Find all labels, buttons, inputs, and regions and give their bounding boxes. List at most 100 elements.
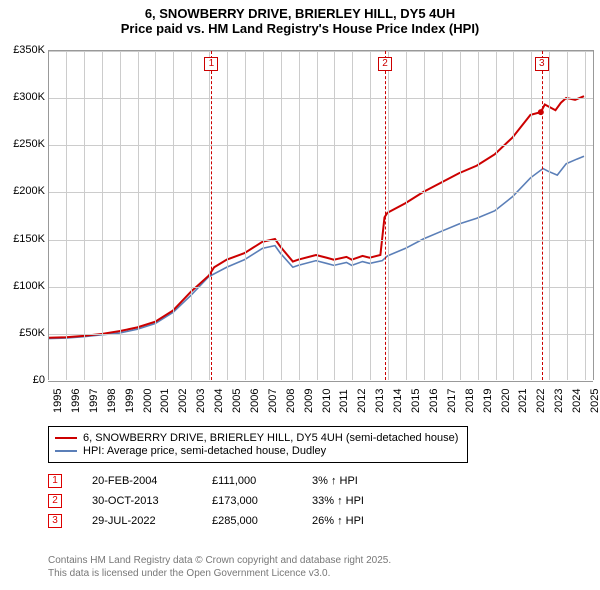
x-axis-label: 2023: [553, 389, 565, 413]
chart-footer: Contains HM Land Registry data © Crown c…: [48, 554, 391, 580]
chart-area: 123 £0£50K£100K£150K£200K£250K£300K£350K…: [0, 50, 600, 420]
gridline-h: [48, 145, 593, 146]
x-axis-label: 2024: [571, 389, 583, 413]
x-axis-label: 2025: [589, 389, 600, 413]
transaction-pct: 3% ↑ HPI: [312, 475, 402, 487]
gridline-h: [48, 240, 593, 241]
y-axis-line: [48, 51, 49, 380]
x-axis-label: 1997: [88, 389, 100, 413]
gridline-v: [370, 51, 371, 380]
gridline-v: [388, 51, 389, 380]
plot-area: 123: [48, 50, 594, 380]
gridline-v: [173, 51, 174, 380]
gridline-v: [227, 51, 228, 380]
x-axis-label: 2012: [356, 389, 368, 413]
x-axis-label: 2000: [142, 389, 154, 413]
gridline-v: [263, 51, 264, 380]
transaction-date: 20-FEB-2004: [92, 475, 182, 487]
y-axis-label: £0: [33, 374, 45, 386]
chart-legend: 6, SNOWBERRY DRIVE, BRIERLEY HILL, DY5 4…: [48, 426, 468, 463]
gridline-v: [549, 51, 550, 380]
x-axis-label: 2004: [213, 389, 225, 413]
gridline-v: [155, 51, 156, 380]
gridline-v: [281, 51, 282, 380]
legend-row: HPI: Average price, semi-detached house,…: [55, 445, 461, 457]
y-axis-label: £300K: [13, 91, 45, 103]
gridline-v: [513, 51, 514, 380]
legend-swatch: [55, 437, 77, 439]
footer-line-2: This data is licensed under the Open Gov…: [48, 567, 391, 580]
gridline-h: [48, 192, 593, 193]
transaction-date: 29-JUL-2022: [92, 515, 182, 527]
x-axis-label: 2002: [177, 389, 189, 413]
x-axis-label: 1999: [124, 389, 136, 413]
gridline-v: [209, 51, 210, 380]
marker-box: 1: [204, 57, 218, 71]
gridline-v: [460, 51, 461, 380]
x-axis-label: 2009: [303, 389, 315, 413]
x-axis-label: 1996: [70, 389, 82, 413]
gridline-v: [334, 51, 335, 380]
x-axis-label: 2003: [195, 389, 207, 413]
legend-row: 6, SNOWBERRY DRIVE, BRIERLEY HILL, DY5 4…: [55, 432, 461, 444]
x-axis-label: 2001: [159, 389, 171, 413]
gridline-v: [299, 51, 300, 380]
x-axis-label: 2021: [517, 389, 529, 413]
x-axis-label: 2018: [464, 389, 476, 413]
y-axis-label: £100K: [13, 280, 45, 292]
gridline-v: [567, 51, 568, 380]
gridline-v: [585, 51, 586, 380]
gridline-v: [531, 51, 532, 380]
y-axis-label: £200K: [13, 185, 45, 197]
gridline-h: [48, 51, 593, 52]
transaction-pct: 26% ↑ HPI: [312, 515, 402, 527]
transaction-table: 120-FEB-2004£111,0003% ↑ HPI230-OCT-2013…: [48, 468, 402, 534]
marker-box: 2: [378, 57, 392, 71]
x-axis-label: 2014: [392, 389, 404, 413]
gridline-v: [442, 51, 443, 380]
gridline-h: [48, 334, 593, 335]
y-axis-label: £250K: [13, 138, 45, 150]
x-axis-label: 2008: [285, 389, 297, 413]
gridline-v: [191, 51, 192, 380]
transaction-price: £173,000: [212, 495, 282, 507]
chart-title-1: 6, SNOWBERRY DRIVE, BRIERLEY HILL, DY5 4…: [0, 6, 600, 21]
gridline-h: [48, 287, 593, 288]
x-axis-label: 1995: [52, 389, 64, 413]
marker-line: [542, 51, 543, 380]
x-axis-label: 2007: [267, 389, 279, 413]
y-axis-label: £150K: [13, 233, 45, 245]
x-axis-label: 2005: [231, 389, 243, 413]
transaction-pct: 33% ↑ HPI: [312, 495, 402, 507]
x-axis-label: 2011: [338, 389, 350, 413]
x-axis-label: 2019: [482, 389, 494, 413]
gridline-v: [245, 51, 246, 380]
table-row: 230-OCT-2013£173,00033% ↑ HPI: [48, 494, 402, 508]
gridline-v: [120, 51, 121, 380]
transaction-marker: 1: [48, 474, 62, 488]
x-axis-label: 1998: [106, 389, 118, 413]
transaction-price: £111,000: [212, 475, 282, 487]
x-axis-label: 2013: [374, 389, 386, 413]
gridline-v: [406, 51, 407, 380]
x-axis-label: 2022: [535, 389, 547, 413]
transaction-marker: 3: [48, 514, 62, 528]
marker-line: [385, 51, 386, 380]
transaction-price: £285,000: [212, 515, 282, 527]
gridline-v: [352, 51, 353, 380]
gridline-v: [84, 51, 85, 380]
gridline-v: [66, 51, 67, 380]
legend-label: 6, SNOWBERRY DRIVE, BRIERLEY HILL, DY5 4…: [83, 432, 458, 444]
marker-line: [211, 51, 212, 380]
chart-title-2: Price paid vs. HM Land Registry's House …: [0, 21, 600, 36]
gridline-h: [48, 98, 593, 99]
legend-swatch: [55, 450, 77, 452]
gridline-v: [138, 51, 139, 380]
gridline-v: [102, 51, 103, 380]
x-axis-label: 2016: [428, 389, 440, 413]
y-axis-label: £350K: [13, 44, 45, 56]
gridline-h: [48, 381, 593, 382]
x-axis-label: 2006: [249, 389, 261, 413]
gridline-v: [317, 51, 318, 380]
gridline-v: [496, 51, 497, 380]
